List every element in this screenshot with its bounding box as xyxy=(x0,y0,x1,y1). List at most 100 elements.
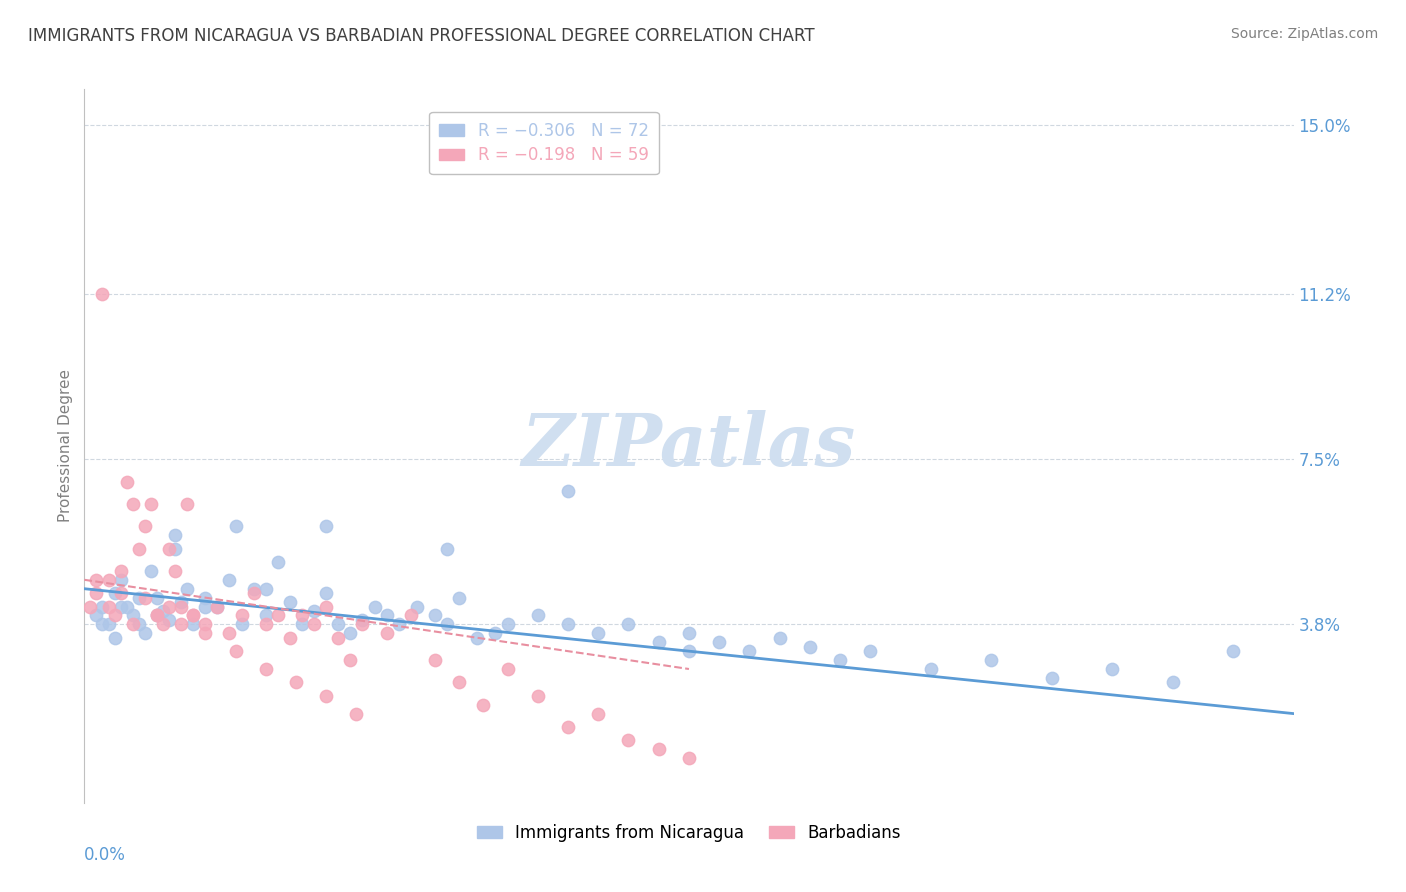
Point xyxy=(181,608,204,623)
Text: IMMIGRANTS FROM NICARAGUA VS BARBADIAN PROFESSIONAL DEGREE CORRELATION CHART: IMMIGRANTS FROM NICARAGUA VS BARBADIAN P… xyxy=(28,27,814,45)
Point xyxy=(91,599,114,614)
Point xyxy=(165,541,187,556)
Point xyxy=(302,604,325,618)
Point xyxy=(339,653,361,667)
Y-axis label: Professional Degree: Professional Degree xyxy=(58,369,73,523)
Point xyxy=(352,613,374,627)
Point xyxy=(91,287,114,301)
Point xyxy=(278,595,301,609)
Point xyxy=(388,617,411,632)
Point xyxy=(648,635,671,649)
Point xyxy=(115,475,138,489)
Point xyxy=(242,586,264,600)
Point xyxy=(207,599,229,614)
Point xyxy=(678,751,700,765)
Point xyxy=(399,608,422,623)
Point xyxy=(315,689,337,703)
Point xyxy=(375,608,398,623)
Point xyxy=(176,497,198,511)
Point xyxy=(557,617,579,632)
Point xyxy=(134,626,156,640)
Point xyxy=(86,573,108,587)
Point xyxy=(231,608,253,623)
Point xyxy=(146,608,169,623)
Point xyxy=(104,586,127,600)
Point xyxy=(165,564,187,578)
Point xyxy=(181,617,204,632)
Point xyxy=(194,617,217,632)
Point xyxy=(86,608,108,623)
Point xyxy=(291,617,314,632)
Point xyxy=(194,626,217,640)
Point xyxy=(170,599,193,614)
Point xyxy=(86,586,108,600)
Point xyxy=(449,591,471,605)
Point xyxy=(104,631,127,645)
Point xyxy=(110,564,132,578)
Point xyxy=(588,626,610,640)
Point xyxy=(1222,644,1244,658)
Point xyxy=(194,591,217,605)
Point xyxy=(472,698,495,712)
Point xyxy=(176,582,198,596)
Point xyxy=(315,519,337,533)
Point xyxy=(423,608,446,623)
Point xyxy=(91,617,114,632)
Point xyxy=(121,608,143,623)
Point xyxy=(423,653,446,667)
Point xyxy=(139,497,162,511)
Point xyxy=(346,706,368,721)
Point xyxy=(267,555,290,569)
Point xyxy=(157,613,180,627)
Point xyxy=(799,640,821,654)
Point xyxy=(254,662,277,676)
Point xyxy=(648,742,671,756)
Point xyxy=(225,519,247,533)
Point xyxy=(110,586,132,600)
Point xyxy=(146,608,169,623)
Point xyxy=(181,608,204,623)
Point xyxy=(436,541,458,556)
Point xyxy=(278,631,301,645)
Point xyxy=(254,617,277,632)
Point xyxy=(231,617,253,632)
Text: 0.0%: 0.0% xyxy=(84,846,127,863)
Point xyxy=(267,608,290,623)
Point xyxy=(225,644,247,658)
Point xyxy=(315,599,337,614)
Point xyxy=(496,662,519,676)
Point xyxy=(588,706,610,721)
Point xyxy=(527,689,550,703)
Point xyxy=(157,599,180,614)
Point xyxy=(678,626,700,640)
Point xyxy=(1040,671,1063,685)
Point xyxy=(484,626,506,640)
Point xyxy=(218,573,240,587)
Point xyxy=(128,617,150,632)
Point xyxy=(152,617,174,632)
Point xyxy=(678,644,700,658)
Point xyxy=(121,617,143,632)
Point xyxy=(980,653,1002,667)
Point xyxy=(859,644,882,658)
Point xyxy=(152,604,174,618)
Point xyxy=(315,586,337,600)
Point xyxy=(1161,675,1184,690)
Point xyxy=(328,631,350,645)
Point xyxy=(242,582,264,596)
Point xyxy=(436,617,458,632)
Point xyxy=(406,599,429,614)
Point xyxy=(218,626,240,640)
Point xyxy=(709,635,731,649)
Point xyxy=(121,497,143,511)
Point xyxy=(104,608,127,623)
Point xyxy=(97,573,120,587)
Point xyxy=(285,675,308,690)
Point xyxy=(557,483,579,498)
Point xyxy=(157,541,180,556)
Point xyxy=(134,591,156,605)
Point xyxy=(920,662,942,676)
Point xyxy=(115,599,138,614)
Point xyxy=(617,733,640,747)
Point xyxy=(134,519,156,533)
